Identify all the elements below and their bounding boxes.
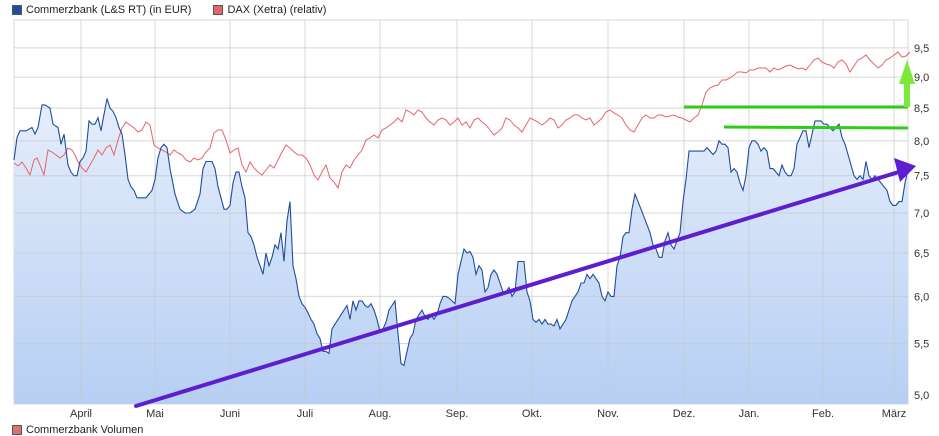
legend-label-dax: DAX (Xetra) (relativ) bbox=[227, 4, 327, 16]
x-tick-label: Juni bbox=[220, 408, 240, 420]
y-tick-label: 7,0 bbox=[914, 208, 929, 220]
legend-item-commerzbank[interactable]: Commerzbank (L&S RT) (in EUR) bbox=[12, 4, 191, 16]
volume-legend: Commerzbank Volumen bbox=[12, 424, 143, 436]
x-tick-label: Mai bbox=[146, 408, 164, 420]
x-tick-label: Sep. bbox=[446, 408, 469, 420]
x-tick-label: März bbox=[882, 408, 906, 420]
y-tick-label: 7,5 bbox=[914, 171, 929, 183]
legend-swatch-volume bbox=[12, 425, 22, 435]
y-tick-label: 5,5 bbox=[914, 338, 929, 350]
trendline-arrowhead-icon bbox=[894, 158, 916, 182]
legend-label-volume: Commerzbank Volumen bbox=[26, 424, 144, 436]
trendline-arrow bbox=[134, 169, 904, 408]
x-tick-label: Feb. bbox=[812, 408, 834, 420]
legend-swatch-dax bbox=[213, 5, 224, 15]
y-tick-label: 5,0 bbox=[914, 390, 929, 402]
y-tick-label: 6,0 bbox=[914, 291, 929, 303]
commerzbank-line bbox=[13, 98, 909, 367]
y-tick-label: 9,0 bbox=[914, 72, 929, 84]
legend-item-dax[interactable]: DAX (Xetra) (relativ) bbox=[213, 4, 326, 16]
y-tick-label: 8,5 bbox=[914, 103, 929, 115]
chart-legend: Commerzbank (L&S RT) (in EUR) DAX (Xetra… bbox=[12, 4, 326, 16]
x-tick-label: Okt. bbox=[522, 408, 542, 420]
x-tick-label: April bbox=[70, 408, 92, 420]
breakout-arrow-shaft bbox=[904, 76, 910, 107]
y-tick-label: 6,5 bbox=[914, 248, 929, 260]
legend-label-commerzbank: Commerzbank (L&S RT) (in EUR) bbox=[26, 4, 192, 16]
resistance-line-2 bbox=[723, 125, 909, 130]
breakout-arrow-icon bbox=[899, 60, 915, 84]
x-tick-label: Nov. bbox=[597, 408, 619, 420]
dax-line bbox=[13, 51, 911, 190]
x-tick-label: Jan. bbox=[739, 408, 760, 420]
legend-swatch-commerzbank bbox=[12, 5, 22, 15]
y-tick-label: 8,0 bbox=[914, 136, 929, 148]
x-tick-label: Juli bbox=[297, 408, 314, 420]
y-tick-label: 9,5 bbox=[914, 43, 929, 55]
x-tick-label: Dez. bbox=[673, 408, 696, 420]
x-tick-label: Aug. bbox=[369, 408, 392, 420]
